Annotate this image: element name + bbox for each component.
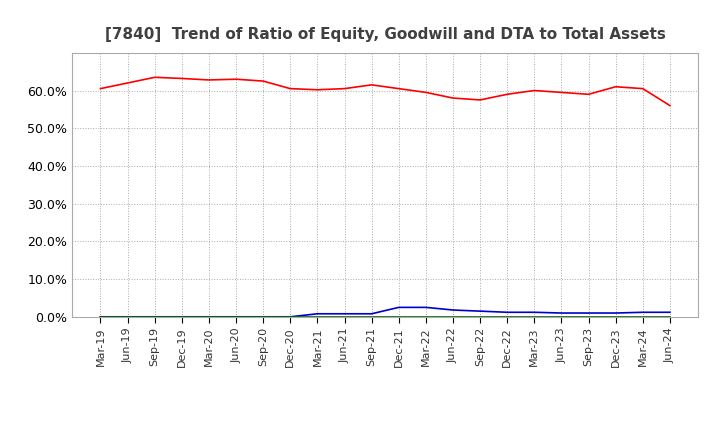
- Equity: [557, 90, 566, 95]
- Goodwill: [503, 310, 511, 315]
- Equity: [530, 88, 539, 93]
- Goodwill: [96, 314, 105, 319]
- Goodwill: [611, 310, 620, 315]
- Equity: [232, 77, 240, 82]
- Equity: [367, 82, 376, 88]
- Goodwill: [123, 314, 132, 319]
- Goodwill: [259, 314, 268, 319]
- Equity: [449, 95, 457, 101]
- Equity: [611, 84, 620, 89]
- Goodwill: [341, 311, 349, 316]
- Title: [7840]  Trend of Ratio of Equity, Goodwill and DTA to Total Assets: [7840] Trend of Ratio of Equity, Goodwil…: [105, 27, 665, 42]
- Equity: [665, 103, 674, 108]
- Goodwill: [204, 314, 213, 319]
- Line: Equity: Equity: [101, 77, 670, 106]
- Equity: [421, 90, 430, 95]
- Equity: [178, 76, 186, 81]
- Deferred Tax Assets: [421, 314, 430, 319]
- Deferred Tax Assets: [313, 314, 322, 319]
- Deferred Tax Assets: [449, 314, 457, 319]
- Equity: [204, 77, 213, 83]
- Deferred Tax Assets: [96, 314, 105, 319]
- Equity: [286, 86, 294, 91]
- Goodwill: [313, 311, 322, 316]
- Deferred Tax Assets: [639, 314, 647, 319]
- Deferred Tax Assets: [204, 314, 213, 319]
- Goodwill: [557, 310, 566, 315]
- Equity: [96, 86, 105, 91]
- Deferred Tax Assets: [530, 314, 539, 319]
- Goodwill: [395, 305, 403, 310]
- Deferred Tax Assets: [395, 314, 403, 319]
- Deferred Tax Assets: [476, 314, 485, 319]
- Equity: [341, 86, 349, 91]
- Goodwill: [476, 308, 485, 314]
- Equity: [476, 97, 485, 103]
- Deferred Tax Assets: [503, 314, 511, 319]
- Goodwill: [639, 310, 647, 315]
- Deferred Tax Assets: [665, 314, 674, 319]
- Goodwill: [449, 308, 457, 313]
- Equity: [395, 86, 403, 91]
- Equity: [123, 81, 132, 86]
- Deferred Tax Assets: [584, 314, 593, 319]
- Deferred Tax Assets: [367, 314, 376, 319]
- Goodwill: [232, 314, 240, 319]
- Equity: [313, 87, 322, 92]
- Equity: [584, 92, 593, 97]
- Goodwill: [584, 310, 593, 315]
- Goodwill: [178, 314, 186, 319]
- Deferred Tax Assets: [178, 314, 186, 319]
- Deferred Tax Assets: [232, 314, 240, 319]
- Deferred Tax Assets: [611, 314, 620, 319]
- Deferred Tax Assets: [150, 314, 159, 319]
- Line: Goodwill: Goodwill: [101, 308, 670, 317]
- Deferred Tax Assets: [341, 314, 349, 319]
- Goodwill: [530, 310, 539, 315]
- Deferred Tax Assets: [123, 314, 132, 319]
- Deferred Tax Assets: [557, 314, 566, 319]
- Goodwill: [286, 314, 294, 319]
- Equity: [639, 86, 647, 91]
- Equity: [503, 92, 511, 97]
- Goodwill: [367, 311, 376, 316]
- Equity: [259, 78, 268, 84]
- Equity: [150, 75, 159, 80]
- Goodwill: [421, 305, 430, 310]
- Goodwill: [665, 310, 674, 315]
- Deferred Tax Assets: [286, 314, 294, 319]
- Deferred Tax Assets: [259, 314, 268, 319]
- Goodwill: [150, 314, 159, 319]
